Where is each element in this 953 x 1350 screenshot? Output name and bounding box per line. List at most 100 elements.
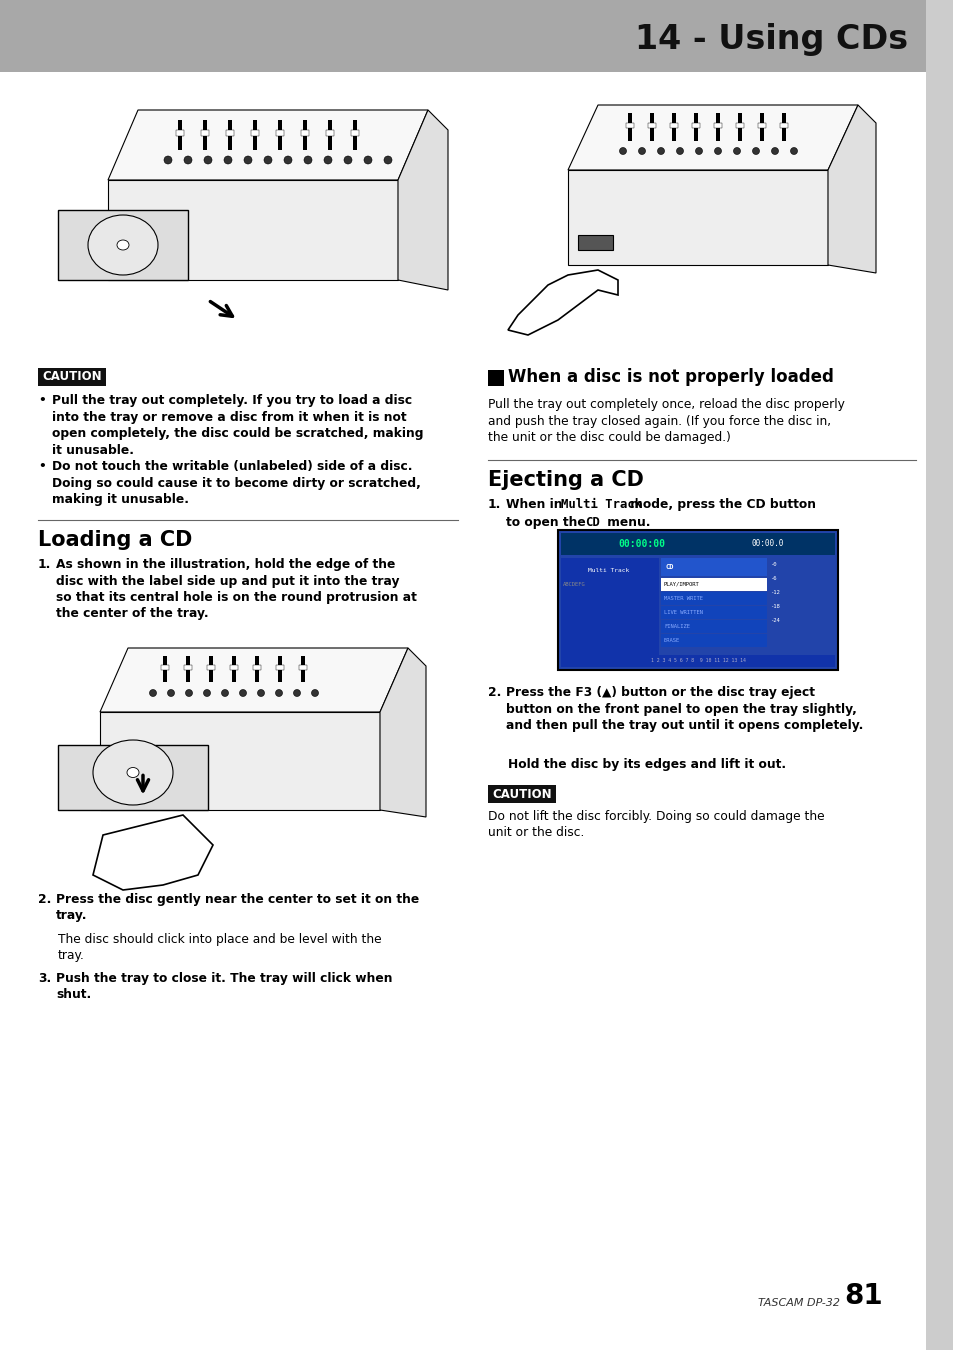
Polygon shape bbox=[507, 270, 618, 335]
Bar bbox=[301, 130, 309, 136]
Bar bbox=[275, 130, 284, 136]
Bar bbox=[578, 235, 613, 250]
Ellipse shape bbox=[275, 690, 282, 697]
Bar bbox=[660, 558, 766, 576]
Bar bbox=[647, 123, 656, 128]
Text: CAUTION: CAUTION bbox=[42, 370, 102, 383]
Bar bbox=[560, 655, 834, 667]
Text: CAUTION: CAUTION bbox=[492, 787, 551, 801]
Ellipse shape bbox=[790, 147, 797, 154]
Text: 2.: 2. bbox=[38, 892, 51, 906]
Ellipse shape bbox=[324, 157, 332, 163]
Ellipse shape bbox=[257, 690, 264, 697]
Bar bbox=[58, 211, 188, 279]
Ellipse shape bbox=[657, 147, 664, 154]
Text: PLAY/IMPORT: PLAY/IMPORT bbox=[663, 582, 699, 587]
Text: 1.: 1. bbox=[488, 498, 501, 512]
Polygon shape bbox=[397, 109, 448, 290]
Text: Do not lift the disc forcibly. Doing so could damage the
unit or the disc.: Do not lift the disc forcibly. Doing so … bbox=[488, 810, 823, 840]
Text: ERASE: ERASE bbox=[663, 639, 679, 643]
Bar bbox=[488, 370, 503, 386]
Bar bbox=[693, 113, 698, 140]
Bar bbox=[38, 630, 457, 880]
Text: FINALIZE: FINALIZE bbox=[663, 624, 689, 629]
Polygon shape bbox=[108, 109, 428, 180]
Bar bbox=[163, 656, 167, 682]
Bar bbox=[649, 113, 654, 140]
Ellipse shape bbox=[88, 215, 158, 275]
Bar bbox=[558, 531, 837, 670]
Bar bbox=[660, 606, 766, 620]
Bar bbox=[298, 666, 307, 670]
Ellipse shape bbox=[618, 147, 626, 154]
Bar bbox=[671, 113, 676, 140]
Bar bbox=[353, 120, 356, 150]
Ellipse shape bbox=[264, 157, 272, 163]
Text: -24: -24 bbox=[770, 618, 780, 624]
Ellipse shape bbox=[239, 690, 246, 697]
Text: 14 - Using CDs: 14 - Using CDs bbox=[634, 23, 907, 57]
Ellipse shape bbox=[164, 157, 172, 163]
Bar bbox=[186, 656, 190, 682]
Text: As shown in the illustration, hold the edge of the
disc with the label side up a: As shown in the illustration, hold the e… bbox=[56, 558, 416, 621]
Ellipse shape bbox=[92, 740, 172, 805]
Bar bbox=[713, 123, 721, 128]
Polygon shape bbox=[567, 105, 857, 170]
Text: When in: When in bbox=[505, 498, 566, 512]
Bar bbox=[660, 620, 766, 633]
Bar bbox=[760, 113, 763, 140]
Bar bbox=[38, 369, 106, 386]
Bar bbox=[488, 784, 556, 803]
Text: 1 2 3 4 5 6 7 8  9 10 11 12 13 14: 1 2 3 4 5 6 7 8 9 10 11 12 13 14 bbox=[650, 659, 744, 663]
Text: 1.: 1. bbox=[38, 558, 51, 571]
Text: 3.: 3. bbox=[38, 972, 51, 986]
Bar bbox=[178, 120, 182, 150]
Bar bbox=[0, 0, 925, 72]
Text: -18: -18 bbox=[770, 605, 780, 609]
Bar bbox=[625, 123, 634, 128]
Ellipse shape bbox=[185, 690, 193, 697]
Text: Pull the tray out completely once, reload the disc properly
and push the tray cl: Pull the tray out completely once, reloa… bbox=[488, 398, 844, 444]
Text: Do not touch the writable (unlabeled) side of a disc.
Doing so could cause it to: Do not touch the writable (unlabeled) si… bbox=[52, 460, 420, 506]
Text: Press the F3 (▲) button or the disc tray eject
button on the front panel to open: Press the F3 (▲) button or the disc tray… bbox=[505, 686, 862, 732]
Bar bbox=[660, 634, 766, 647]
Text: 2.: 2. bbox=[488, 686, 501, 699]
Ellipse shape bbox=[384, 157, 392, 163]
Ellipse shape bbox=[150, 690, 156, 697]
Bar bbox=[326, 130, 334, 136]
Bar bbox=[328, 120, 332, 150]
Bar bbox=[669, 123, 678, 128]
Ellipse shape bbox=[127, 768, 139, 778]
Ellipse shape bbox=[294, 690, 300, 697]
Text: Loading a CD: Loading a CD bbox=[38, 531, 193, 549]
Bar bbox=[175, 130, 184, 136]
Ellipse shape bbox=[733, 147, 740, 154]
Bar bbox=[277, 120, 282, 150]
Bar bbox=[277, 656, 282, 682]
Bar bbox=[735, 123, 743, 128]
Ellipse shape bbox=[676, 147, 682, 154]
Bar bbox=[184, 666, 192, 670]
Polygon shape bbox=[827, 105, 875, 273]
Bar bbox=[254, 656, 258, 682]
Text: •: • bbox=[38, 460, 46, 472]
Bar bbox=[738, 113, 741, 140]
Text: •: • bbox=[38, 394, 46, 406]
Bar bbox=[207, 666, 214, 670]
Polygon shape bbox=[108, 180, 397, 279]
Bar bbox=[209, 656, 213, 682]
Text: Multi Track: Multi Track bbox=[560, 498, 641, 512]
Bar bbox=[230, 666, 237, 670]
Bar bbox=[560, 558, 659, 666]
Text: ABCDEFG: ABCDEFG bbox=[562, 582, 585, 587]
Polygon shape bbox=[100, 711, 379, 810]
Text: MASTER WRITE: MASTER WRITE bbox=[663, 595, 702, 601]
Text: Pull the tray out completely. If you try to load a disc
into the tray or remove : Pull the tray out completely. If you try… bbox=[52, 394, 423, 456]
Bar bbox=[780, 123, 787, 128]
Ellipse shape bbox=[312, 690, 318, 697]
Bar bbox=[251, 130, 258, 136]
Bar bbox=[716, 113, 720, 140]
Ellipse shape bbox=[638, 147, 645, 154]
Ellipse shape bbox=[203, 690, 211, 697]
Ellipse shape bbox=[117, 240, 129, 250]
